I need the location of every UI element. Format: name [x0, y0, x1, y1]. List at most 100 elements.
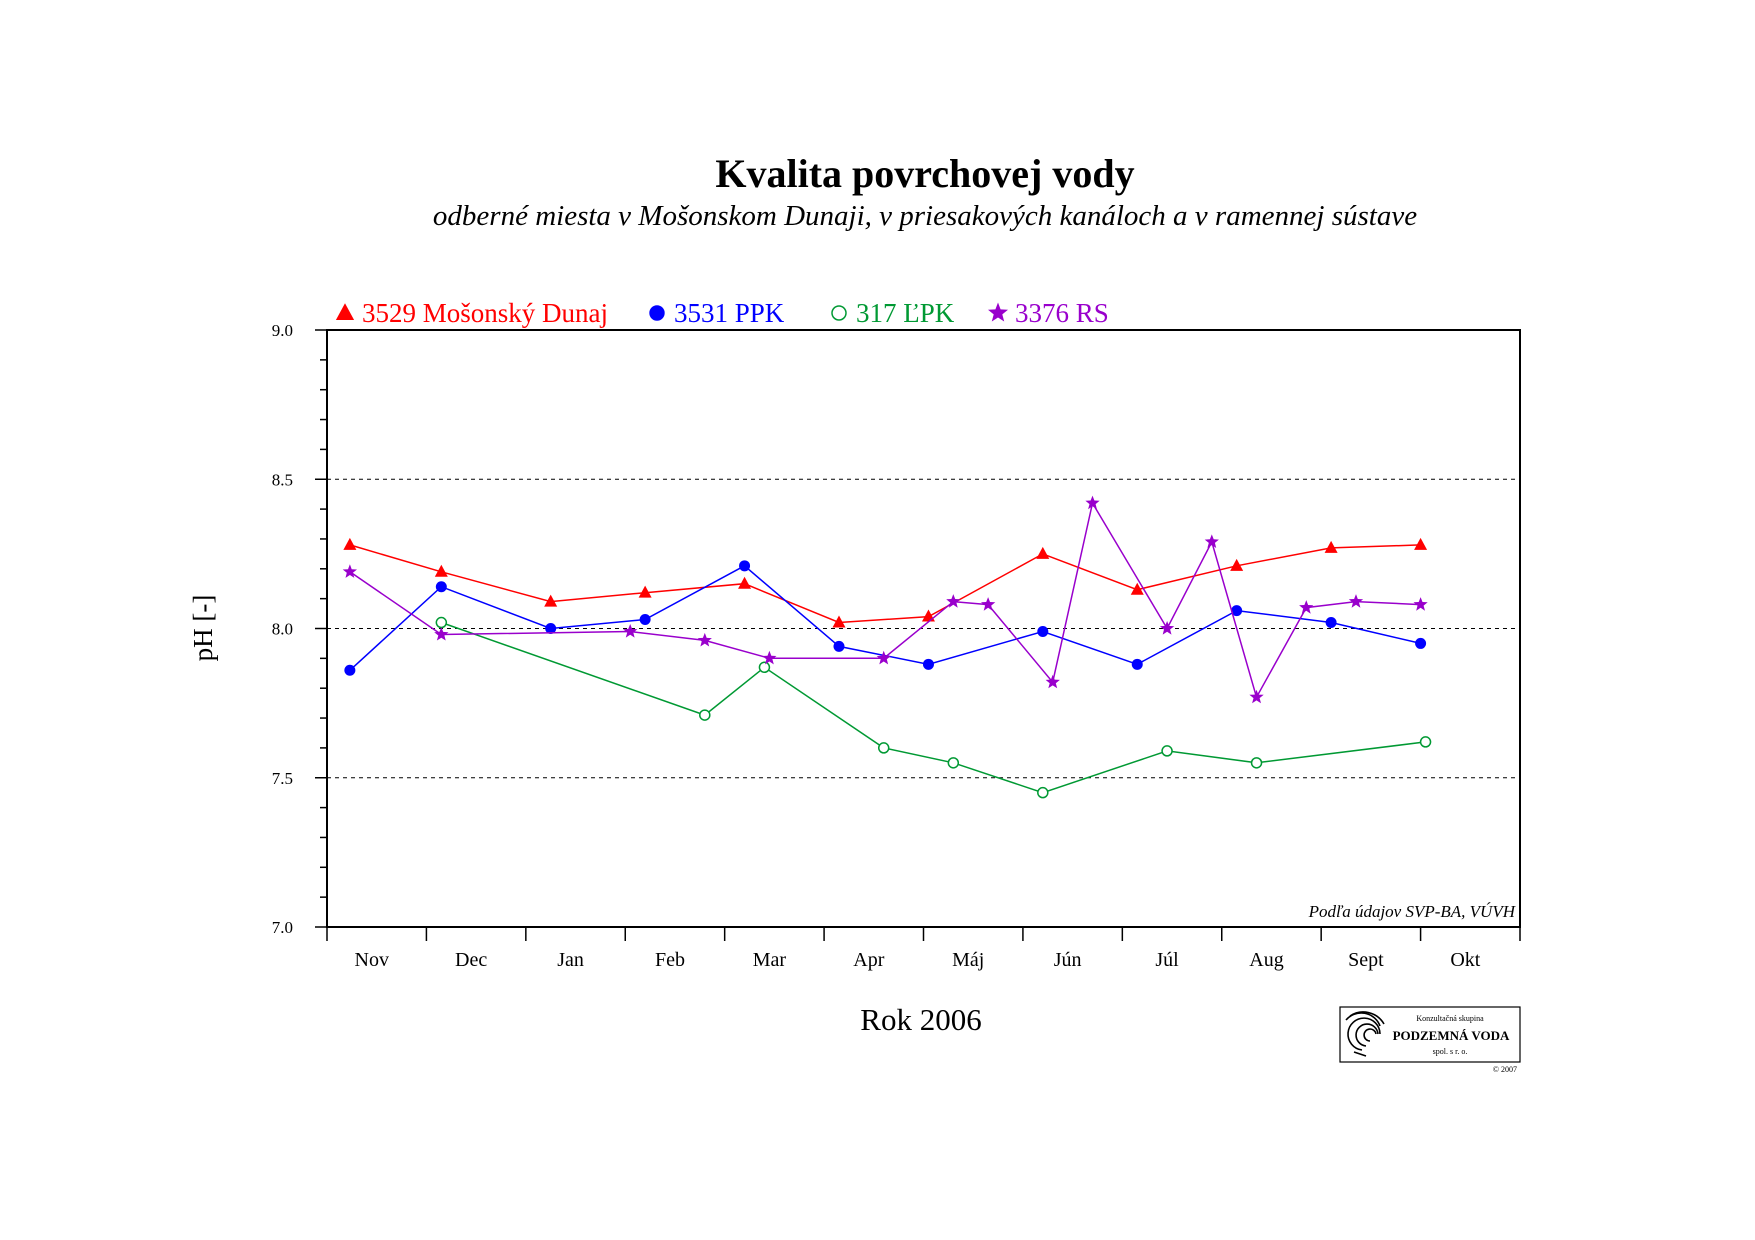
logo-top-text: Konzultačná skupina: [1416, 1014, 1484, 1023]
data-point: [1036, 546, 1050, 559]
x-tick-label: Okt: [1450, 949, 1480, 971]
logo-emblem-icon: [1345, 1011, 1385, 1057]
x-tick-label: Dec: [455, 949, 487, 971]
data-point: [981, 597, 996, 611]
data-point: [946, 594, 961, 608]
source-annotation: Podľa údajov SVP-BA, VÚVH: [1308, 902, 1517, 921]
legend-label: 3531 PPK: [674, 298, 785, 328]
data-point: [1299, 600, 1314, 614]
legend-label: 317 ĽPK: [856, 298, 955, 328]
logo-copyright: © 2007: [1493, 1065, 1517, 1074]
data-point: [1324, 540, 1338, 553]
x-tick-label: Aug: [1249, 949, 1283, 971]
data-point: [697, 632, 712, 647]
grid: [327, 478, 1520, 779]
data-point: [1348, 594, 1364, 608]
data-point: [758, 661, 771, 674]
y-tick-label: 7.5: [272, 769, 293, 788]
data-point: [1325, 617, 1337, 629]
data-point: [1159, 621, 1175, 635]
logo-suffix: spol. s r. o.: [1433, 1047, 1468, 1056]
data-point: [1415, 637, 1427, 649]
data-point: [1204, 534, 1219, 548]
x-axis: Nov Dec Jan Feb Mar Apr Máj Jún Júl Aug Sept Okt: [326, 927, 1521, 971]
data-point: [739, 560, 751, 572]
data-point: [639, 614, 651, 626]
data-point: [342, 564, 357, 578]
chart-title: Kvalita povrchovej vody: [715, 151, 1134, 196]
y-tick-label: 9.0: [272, 321, 293, 340]
data-point: [335, 303, 355, 320]
x-tick-label: Sept: [1348, 949, 1384, 971]
data-point: [1249, 689, 1264, 704]
data-point: [435, 616, 448, 629]
data-point: [638, 585, 652, 598]
data-point: [738, 576, 752, 589]
data-point: [544, 594, 558, 607]
legend-item: 317 ĽPK: [831, 298, 955, 328]
x-tick-label: Júl: [1155, 949, 1179, 971]
data-point: [1414, 537, 1428, 550]
data-point: [1413, 597, 1428, 611]
series-line: [349, 501, 1421, 700]
data-point: [833, 640, 845, 652]
data-point: [876, 650, 891, 665]
data-point: [1037, 786, 1049, 799]
data-point: [1085, 495, 1100, 510]
x-tick-label: Feb: [655, 949, 685, 971]
series-line: [441, 621, 1426, 794]
data-point: [649, 305, 665, 321]
x-tick-label: Jún: [1054, 949, 1082, 971]
x-tick-label: Mar: [753, 949, 787, 971]
data-point: [1131, 658, 1143, 670]
y-tick-label: 8.0: [272, 620, 293, 639]
data-point: [947, 757, 960, 769]
x-axis-label: Rok 2006: [860, 1002, 981, 1037]
company-logo: Konzultačná skupina PODZEMNÁ VODA spol. …: [1339, 1006, 1521, 1074]
legend-label: 3376 RS: [1015, 298, 1109, 328]
legend-label: 3529 Mošonský Dunaj: [362, 298, 608, 328]
series-line: [349, 564, 1421, 671]
y-axis: 7.0 7.5 8.0 8.5 9.0: [272, 321, 327, 937]
data-point: [831, 305, 847, 321]
data-point: [623, 624, 638, 638]
logo-name: PODZEMNÁ VODA: [1393, 1028, 1510, 1043]
data-point: [988, 302, 1008, 322]
series-layer: [342, 495, 1432, 799]
data-point: [1130, 582, 1144, 595]
y-axis-label: pH [-]: [188, 595, 218, 662]
data-point: [1037, 625, 1049, 637]
data-point: [344, 664, 356, 676]
x-tick-label: Nov: [355, 949, 389, 971]
legend-item: 3531 PPK: [649, 298, 785, 328]
data-point: [1230, 558, 1244, 571]
data-point: [1045, 674, 1060, 689]
data-point: [921, 609, 935, 622]
data-point: [1419, 736, 1432, 748]
x-tick-label: Apr: [853, 949, 884, 971]
series-4: [342, 495, 1428, 704]
data-point: [434, 627, 449, 641]
legend-item: 3376 RS: [988, 298, 1109, 328]
data-point: [1231, 605, 1243, 617]
chart-subtitle: odberné miesta v Mošonskom Dunaji, v pri…: [433, 200, 1417, 232]
series-line: [349, 544, 1421, 624]
series-1: [343, 537, 1428, 628]
data-point: [343, 537, 357, 550]
x-tick-label: Máj: [952, 949, 984, 971]
data-point: [1250, 757, 1263, 769]
legend: 3529 Mošonský Dunaj 3531 PPK 317 ĽPK 3376 R…: [335, 298, 1109, 328]
data-point: [877, 742, 890, 754]
data-point: [434, 564, 448, 577]
data-point: [922, 658, 934, 670]
logo-frame: [1339, 1006, 1521, 1063]
series-3: [435, 616, 1432, 799]
data-point: [762, 650, 777, 665]
data-point: [545, 623, 557, 634]
data-point: [1161, 745, 1173, 757]
data-point: [699, 709, 711, 721]
y-tick-label: 8.5: [272, 470, 293, 489]
data-point: [832, 615, 846, 628]
data-point: [435, 581, 447, 593]
